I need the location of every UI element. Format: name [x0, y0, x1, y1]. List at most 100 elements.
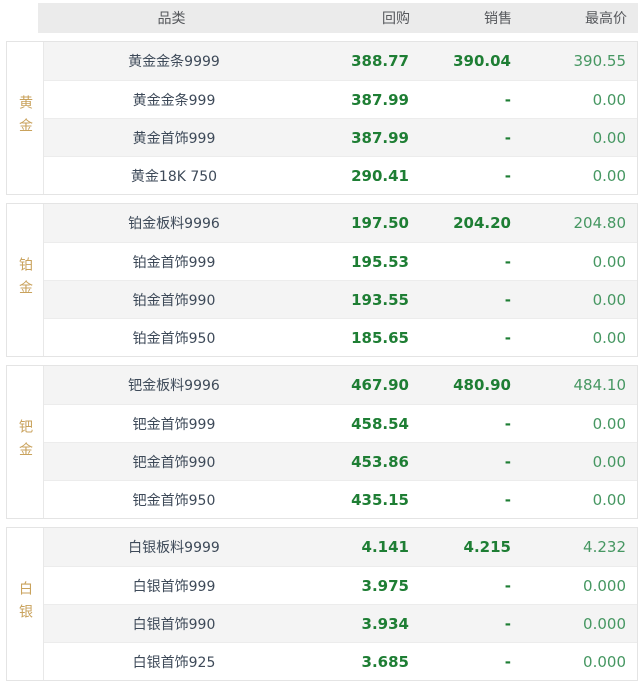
- product-name: 钯金板料9996: [128, 378, 220, 394]
- buyback-price: 3.975: [361, 576, 409, 595]
- product-name: 铂金首饰999: [132, 254, 216, 271]
- sale-price: -: [504, 576, 511, 595]
- buyback-price: 185.65: [351, 328, 409, 347]
- table-row: 黄金首饰999 387.99 - 0.00: [44, 118, 637, 156]
- high-price: 0.000: [583, 614, 626, 633]
- product-name: 白银首饰925: [132, 654, 216, 671]
- buyback-price: 388.77: [351, 52, 409, 70]
- section-platinum: 铂金 铂金板料9996 197.50 204.20 204.80 铂金首饰999…: [6, 203, 638, 357]
- table-row: 黄金18K 750 290.41 - 0.00: [44, 156, 637, 194]
- header-buyback: 回购: [382, 11, 410, 27]
- high-price: 4.232: [583, 538, 626, 556]
- buyback-price: 453.86: [351, 452, 409, 471]
- sale-price: -: [504, 414, 511, 433]
- product-name: 黄金金条9999: [128, 54, 220, 70]
- group-label-palladium: 钯金: [17, 419, 33, 465]
- sale-price: -: [504, 328, 511, 347]
- buyback-price: 193.55: [351, 290, 409, 309]
- product-name: 黄金18K 750: [130, 168, 218, 185]
- table-row: 钯金首饰999 458.54 - 0.00: [44, 404, 637, 442]
- high-price: 0.00: [592, 414, 626, 433]
- product-name: 铂金板料9996: [128, 216, 220, 232]
- section-rows: 钯金板料9996 467.90 480.90 484.10 钯金首饰999 45…: [44, 366, 637, 518]
- high-price: 0.00: [592, 166, 626, 185]
- product-name: 黄金金条999: [132, 92, 216, 109]
- header-sale: 销售: [484, 11, 512, 27]
- table-row: 白银板料9999 4.141 4.215 4.232: [44, 528, 637, 566]
- group-label-silver: 白银: [17, 581, 33, 627]
- section-silver: 白银 白银板料9999 4.141 4.215 4.232 白银首饰999 3.…: [6, 527, 638, 681]
- sale-price: 390.04: [453, 52, 511, 70]
- product-name: 铂金首饰950: [132, 330, 216, 347]
- buyback-price: 3.934: [361, 614, 409, 633]
- buyback-price: 4.141: [361, 538, 409, 556]
- sale-price: 480.90: [453, 376, 511, 394]
- buyback-price: 435.15: [351, 490, 409, 509]
- product-name: 钯金首饰999: [132, 416, 216, 433]
- sale-price: -: [504, 90, 511, 109]
- product-name: 黄金首饰999: [132, 130, 216, 147]
- high-price: 0.00: [592, 452, 626, 471]
- sale-price: -: [504, 652, 511, 671]
- sale-price: 4.215: [463, 538, 511, 556]
- product-name: 白银首饰990: [132, 616, 216, 633]
- high-price: 0.00: [592, 90, 626, 109]
- buyback-price: 387.99: [351, 90, 409, 109]
- high-price: 0.00: [592, 252, 626, 271]
- section-rows: 白银板料9999 4.141 4.215 4.232 白银首饰999 3.975…: [44, 528, 637, 680]
- high-price: 0.000: [583, 576, 626, 595]
- table-row: 黄金金条999 387.99 - 0.00: [44, 80, 637, 118]
- buyback-price: 458.54: [351, 414, 409, 433]
- high-price: 204.80: [573, 214, 627, 232]
- table-row: 黄金金条9999 388.77 390.04 390.55: [44, 42, 637, 80]
- buyback-price: 197.50: [351, 214, 409, 232]
- table-row: 铂金板料9996 197.50 204.20 204.80: [44, 204, 637, 242]
- buyback-price: 467.90: [351, 376, 409, 394]
- section-palladium: 钯金 钯金板料9996 467.90 480.90 484.10 钯金首饰999…: [6, 365, 638, 519]
- group-label-gold: 黄金: [17, 95, 33, 141]
- high-price: 0.00: [592, 290, 626, 309]
- group-column: 黄金: [7, 42, 44, 194]
- product-name: 钯金首饰950: [132, 492, 216, 509]
- product-name: 白银板料9999: [128, 540, 220, 556]
- table-row: 铂金首饰990 193.55 - 0.00: [44, 280, 637, 318]
- table-row: 白银首饰925 3.685 - 0.000: [44, 642, 637, 680]
- table-row: 钯金首饰950 435.15 - 0.00: [44, 480, 637, 518]
- group-column: 铂金: [7, 204, 44, 356]
- sale-price: -: [504, 490, 511, 509]
- product-name: 白银首饰999: [132, 578, 216, 595]
- header-category: 品类: [157, 11, 186, 27]
- high-price: 484.10: [573, 376, 627, 394]
- sale-price: -: [504, 252, 511, 271]
- group-label-platinum: 铂金: [17, 257, 33, 303]
- high-price: 0.000: [583, 652, 626, 671]
- buyback-price: 290.41: [351, 166, 409, 185]
- table-header: 品类 回购 销售 最高价: [38, 3, 638, 33]
- group-column: 白银: [7, 528, 44, 680]
- section-gold: 黄金 黄金金条9999 388.77 390.04 390.55 黄金金条999…: [6, 41, 638, 195]
- buyback-price: 3.685: [361, 652, 409, 671]
- product-name: 铂金首饰990: [132, 292, 216, 309]
- table-row: 铂金首饰999 195.53 - 0.00: [44, 242, 637, 280]
- sale-price: -: [504, 128, 511, 147]
- buyback-price: 195.53: [351, 252, 409, 271]
- product-name: 钯金首饰990: [132, 454, 216, 471]
- sale-price: -: [504, 614, 511, 633]
- high-price: 390.55: [573, 52, 627, 70]
- sale-price: -: [504, 290, 511, 309]
- high-price: 0.00: [592, 128, 626, 147]
- sale-price: -: [504, 166, 511, 185]
- section-rows: 黄金金条9999 388.77 390.04 390.55 黄金金条999 38…: [44, 42, 637, 194]
- high-price: 0.00: [592, 328, 626, 347]
- buyback-price: 387.99: [351, 128, 409, 147]
- section-rows: 铂金板料9996 197.50 204.20 204.80 铂金首饰999 19…: [44, 204, 637, 356]
- table-row: 铂金首饰950 185.65 - 0.00: [44, 318, 637, 356]
- table-row: 白银首饰990 3.934 - 0.000: [44, 604, 637, 642]
- high-price: 0.00: [592, 490, 626, 509]
- table-row: 白银首饰999 3.975 - 0.000: [44, 566, 637, 604]
- table-row: 钯金板料9996 467.90 480.90 484.10: [44, 366, 637, 404]
- sale-price: -: [504, 452, 511, 471]
- sale-price: 204.20: [453, 214, 511, 232]
- group-column: 钯金: [7, 366, 44, 518]
- header-high: 最高价: [585, 11, 627, 27]
